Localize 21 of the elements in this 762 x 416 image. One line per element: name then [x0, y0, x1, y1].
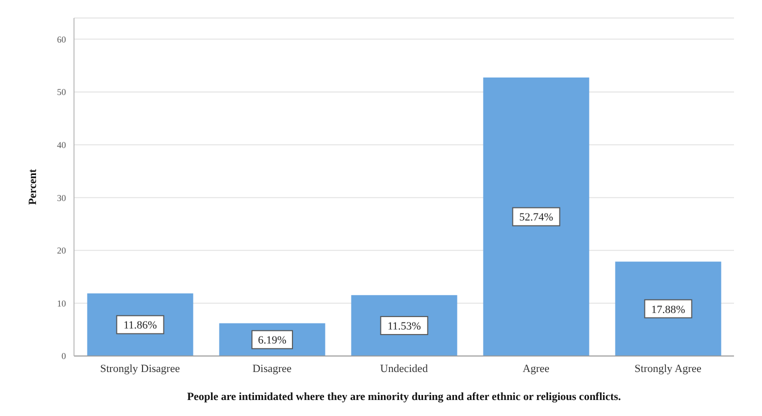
x-tick-label: Undecided — [380, 362, 428, 375]
x-tick-label: Agree — [522, 362, 550, 375]
y-tick-label: 60 — [57, 34, 66, 44]
data-label: 17.88% — [651, 304, 686, 316]
data-label: 11.53% — [387, 320, 421, 333]
data-label: 52.74% — [519, 212, 554, 224]
y-tick-label: 0 — [62, 351, 66, 362]
y-tick-label: 10 — [57, 298, 66, 308]
data-label: 11.86% — [123, 320, 157, 332]
y-tick-label: 50 — [57, 87, 66, 98]
bar — [483, 77, 590, 356]
x-axis-title: People are intimidated where they are minority during and after ethnic or religious conflicts. — [187, 391, 622, 403]
y-tick-label: 40 — [57, 140, 66, 150]
data-label: 6.19% — [258, 334, 286, 347]
y-tick-label: 20 — [57, 246, 66, 256]
y-tick-label: 30 — [57, 192, 66, 203]
y-axis-title: Percent — [26, 168, 39, 205]
x-tick-label: Strongly Disagree — [100, 362, 180, 375]
x-tick-label: Disagree — [252, 362, 292, 375]
x-tick-label: Strongly Agree — [634, 362, 702, 375]
bar — [615, 262, 722, 356]
